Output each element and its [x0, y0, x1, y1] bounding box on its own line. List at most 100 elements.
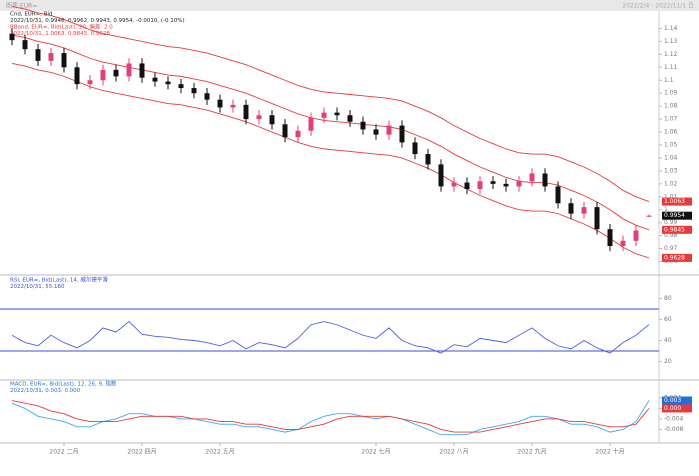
- last-value-label: 0.9954: [664, 212, 685, 219]
- x-tick-label: 2022 七月: [361, 448, 390, 456]
- candle-body: [126, 63, 132, 77]
- series-line: [11, 6, 650, 203]
- candle-body: [243, 104, 249, 120]
- candle-body: [373, 129, 379, 135]
- x-tick-label: 2022 四月: [127, 449, 156, 456]
- candle-body: [9, 33, 15, 41]
- series-line: [11, 62, 650, 259]
- candle-body: [230, 104, 236, 108]
- candle-body: [594, 207, 600, 230]
- candle-body: [321, 112, 327, 118]
- legend-text: RSI, EUR=, Bid(Last), 14, 威尔德平滑: [10, 276, 108, 284]
- last-value-box: [662, 253, 692, 262]
- last-value-label: 0.003: [664, 397, 681, 404]
- candle-body: [607, 229, 613, 246]
- last-value-box: [662, 197, 692, 206]
- candle-body: [308, 117, 314, 131]
- y-tick-label: 1.04: [664, 154, 678, 161]
- candle-body: [542, 173, 548, 187]
- y-tick-label: 1.05: [664, 142, 678, 149]
- candle-body: [256, 115, 262, 120]
- y-tick-label: 20: [664, 358, 672, 365]
- candle-body: [178, 84, 184, 89]
- y-tick-label: 0.99: [664, 219, 678, 226]
- candle-body: [438, 164, 444, 187]
- candle-body: [477, 181, 483, 190]
- y-tick-label: 80: [664, 295, 672, 302]
- candle-body: [464, 182, 470, 190]
- candle-body: [360, 121, 366, 130]
- candle-body: [516, 181, 522, 187]
- y-tick-label: 1.07: [664, 116, 678, 123]
- y-tick-label: 1: [664, 206, 668, 213]
- y-tick-label: 1.11: [664, 64, 678, 71]
- x-tick-label: 2022 二月: [49, 449, 78, 456]
- candle-body: [412, 142, 418, 155]
- last-value-label: 0.9845: [664, 226, 685, 233]
- y-tick-label: 1.02: [664, 180, 678, 187]
- y-tick-label: 1.06: [664, 129, 678, 136]
- legend-text: 2022/10/31, 1.0063, 0.9845, 0.9628: [10, 31, 110, 37]
- candle-body: [451, 182, 457, 187]
- series-line: [11, 400, 650, 433]
- legend-text: Cnd, EUR=, Bid: [10, 12, 53, 18]
- last-value-label: 0.9628: [664, 254, 685, 261]
- candle-body: [48, 53, 54, 61]
- y-tick-label: 1.01: [664, 193, 678, 200]
- candle-body: [490, 181, 496, 184]
- header-range: 2022/2/4 - 2022/11/1 日: [622, 3, 694, 10]
- last-value-box: [662, 225, 692, 234]
- candle-body: [620, 240, 626, 246]
- candle-body: [113, 69, 119, 77]
- header-title: 图表 EUR=: [6, 2, 37, 10]
- candle-body: [529, 173, 535, 182]
- candle-body: [100, 69, 106, 81]
- legend-text: 2022/10/31, 0.9946, 0.9962, 0.9943, 0.99…: [10, 18, 185, 24]
- series-line: [11, 320, 650, 354]
- legend-text: BBand, EUR=, Bid(Last), 20, 偏差: 2.0: [10, 23, 113, 31]
- legend-text: MACD, EUR=, Bid(Last), 12, 26, 9, 指数: [10, 380, 117, 388]
- candle-body: [282, 124, 288, 138]
- x-tick-label: 2022 八月: [439, 449, 468, 456]
- y-tick-label: 1.03: [664, 167, 678, 174]
- x-tick-label: 2022 十月: [595, 448, 624, 456]
- y-tick-label: 1.09: [664, 90, 678, 97]
- candle-body: [425, 154, 431, 165]
- candle-body: [334, 112, 340, 116]
- last-value-box: [662, 396, 692, 405]
- y-tick-label: 1.14: [664, 25, 678, 32]
- last-value-box: [662, 211, 692, 220]
- candle-body: [87, 80, 93, 85]
- y-tick-label: 1.12: [664, 51, 678, 58]
- candle-body: [152, 77, 158, 82]
- last-value-label: 0.000: [664, 405, 681, 412]
- y-tick-label: 1.08: [664, 103, 678, 110]
- candle-body: [295, 130, 301, 138]
- candle-body: [386, 125, 392, 135]
- y-tick-label: 60: [664, 316, 672, 323]
- candle-body: [633, 230, 639, 241]
- legend-text: 2022/10/31, 0.003, 0.000: [10, 388, 81, 394]
- candle-body: [22, 40, 28, 50]
- y-tick-label: 1.1: [664, 77, 674, 84]
- candle-body: [165, 81, 171, 85]
- y-tick-label: 0.97: [664, 245, 678, 252]
- candle-body: [555, 186, 561, 204]
- y-tick-label: -0.004: [664, 415, 684, 422]
- candle-body: [568, 203, 574, 214]
- y-tick-label: 0.98: [664, 232, 678, 239]
- candle-body: [35, 49, 41, 61]
- series-line: [11, 400, 650, 436]
- candle-body: [139, 63, 145, 78]
- candle-body: [74, 67, 80, 85]
- y-tick-label: -0.008: [664, 426, 684, 433]
- x-tick-label: 2022 九月: [517, 448, 546, 456]
- last-value-box: [662, 404, 692, 413]
- y-tick-label: 1.13: [664, 38, 678, 45]
- header-bar: [0, 0, 699, 11]
- legend-text: 2022/10/31, 55.160: [10, 284, 65, 290]
- candle-body: [269, 115, 275, 125]
- y-tick-label: 40: [664, 337, 672, 344]
- candle-body: [646, 215, 652, 217]
